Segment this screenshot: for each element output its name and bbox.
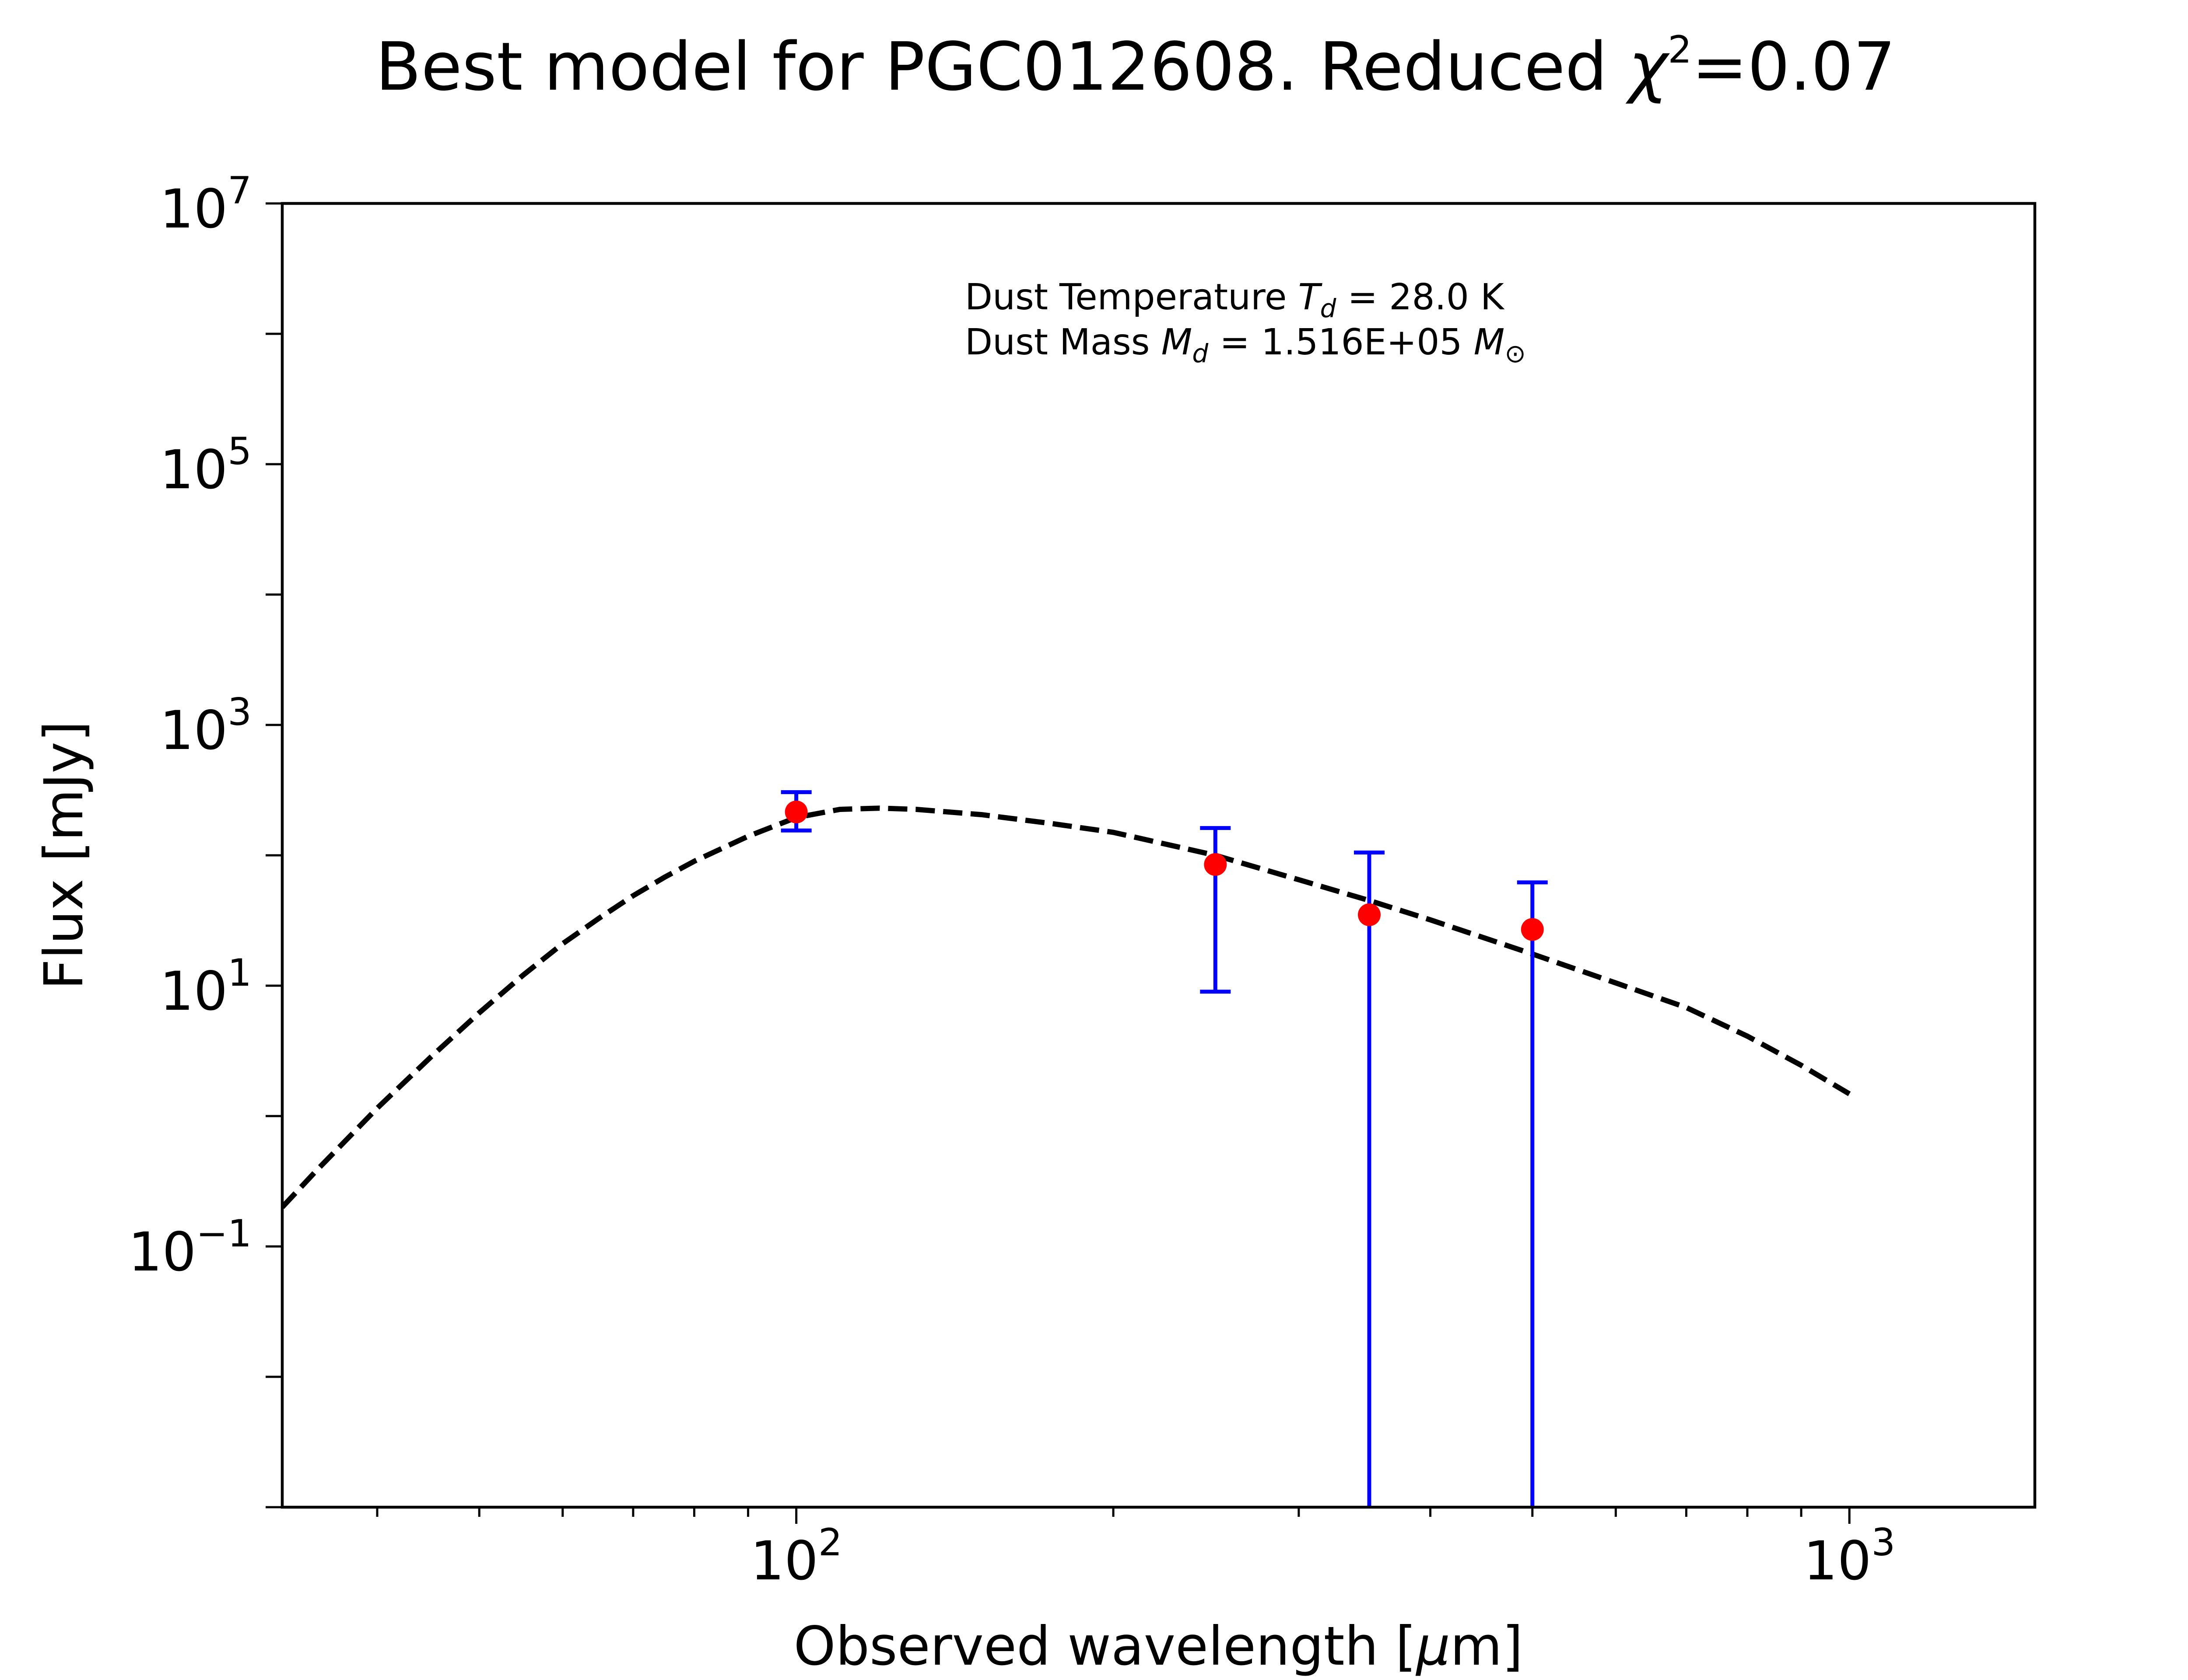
plot-series [282, 790, 1851, 1507]
chart-title-chi: χ [1625, 28, 1670, 105]
chart-title-chi-exponent: 2 [1668, 28, 1692, 72]
x-axis-label-mu: μ [1415, 1615, 1450, 1677]
chart-title: Best model for PGC012608. Reduced χ2=0.0… [375, 28, 1896, 105]
annotation-solar-mass-symbol: M [1474, 322, 1505, 363]
annotation-dust-temperature: Dust Temperature Td = 28.0 K [965, 276, 1505, 323]
x-tick-label-100: 102 [750, 1521, 842, 1592]
data-point-2 [1204, 853, 1227, 876]
data-point-1 [785, 800, 808, 823]
y-tick-label: 101 [160, 951, 252, 1022]
annotation-mass-prefix: Dust Mass [965, 322, 1161, 363]
y-tick-label: 103 [160, 690, 252, 762]
annotation-solar-mass-subscript: ⊙ [1504, 339, 1526, 368]
data-point-3 [1358, 903, 1381, 926]
y-axis-ticks: 107 105 103 101 10−1 [128, 169, 282, 1508]
x-axis-label: Observed wavelength [μm] [794, 1615, 1523, 1677]
annotation-dust-mass: Dust Mass Md = 1.516E+05 M⊙ [965, 322, 1526, 368]
annotation-temperature-suffix: = 28.0 K [1336, 276, 1504, 318]
chart-title-suffix: =0.07 [1692, 28, 1896, 105]
annotation-mass-middle: = 1.516E+05 [1208, 322, 1474, 363]
x-axis-label-prefix: Observed wavelength [ [794, 1615, 1417, 1677]
annotation-temperature-subscript: d [1320, 294, 1337, 323]
data-point-4 [1521, 918, 1544, 941]
plot-content [282, 790, 1851, 1507]
annotation-mass-symbol: M [1161, 322, 1192, 363]
x-tick-label-1000: 103 [1803, 1521, 1895, 1592]
plot-frame [281, 202, 2037, 1509]
x-axis-ticks: 102 103 [376, 1507, 1895, 1592]
chart-title-prefix: Best model for PGC012608. Reduced [375, 28, 1628, 105]
x-axis-label-suffix: m] [1450, 1615, 1523, 1677]
annotation-mass-subscript: d [1192, 339, 1209, 368]
model-curve [282, 805, 1851, 1209]
y-tick-label: 105 [160, 430, 252, 501]
annotation-temperature-symbol: T [1298, 276, 1323, 318]
y-axis-label: Flux [mJy] [33, 721, 95, 990]
y-tick-label: 10−1 [128, 1212, 252, 1283]
annotation-temperature-prefix: Dust Temperature [965, 276, 1298, 318]
y-tick-label: 107 [160, 169, 252, 240]
